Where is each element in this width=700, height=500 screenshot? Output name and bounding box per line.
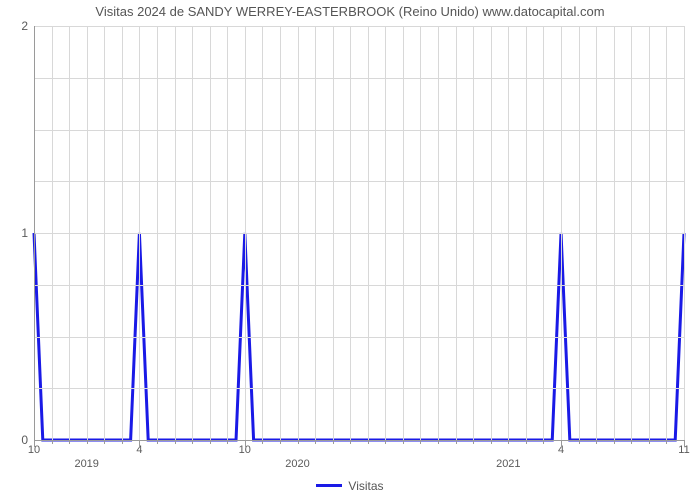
- gridline-vertical: [684, 26, 685, 440]
- gridline-vertical: [122, 26, 123, 440]
- x-tick-mark-minor: [596, 440, 597, 444]
- x-tick-mark-minor: [210, 440, 211, 444]
- legend-swatch: [316, 484, 342, 487]
- x-tick-mark-minor: [403, 440, 404, 444]
- gridline-vertical: [614, 26, 615, 440]
- gridline-vertical: [104, 26, 105, 440]
- x-tick-mark-major: [245, 440, 246, 447]
- gridline-vertical: [262, 26, 263, 440]
- gridline-vertical: [456, 26, 457, 440]
- gridline-vertical: [227, 26, 228, 440]
- gridline-horizontal-minor: [34, 130, 684, 131]
- gridline-vertical: [52, 26, 53, 440]
- x-tick-mark-minor: [157, 440, 158, 444]
- x-tick-mark-minor: [175, 440, 176, 444]
- x-tick-mark-minor: [52, 440, 53, 444]
- gridline-vertical: [333, 26, 334, 440]
- x-tick-mark-minor: [315, 440, 316, 444]
- gridline-horizontal: [34, 233, 684, 234]
- gridline-vertical: [350, 26, 351, 440]
- x-tick-mark-minor: [122, 440, 123, 444]
- gridline-vertical: [491, 26, 492, 440]
- gridline-vertical: [579, 26, 580, 440]
- gridline-vertical: [34, 26, 35, 440]
- x-tick-mark-minor: [368, 440, 369, 444]
- x-tick-mark-minor: [456, 440, 457, 444]
- legend-label: Visitas: [348, 479, 383, 493]
- x-tick-mark-minor: [526, 440, 527, 444]
- x-year-label: 2021: [496, 440, 520, 470]
- gridline-vertical: [245, 26, 246, 440]
- x-tick-mark-major: [684, 440, 685, 447]
- x-tick-mark-minor: [227, 440, 228, 444]
- x-tick-mark-minor: [420, 440, 421, 444]
- x-tick-mark-minor: [438, 440, 439, 444]
- gridline-vertical: [298, 26, 299, 440]
- gridline-vertical: [175, 26, 176, 440]
- x-year-label: 2019: [74, 440, 98, 470]
- chart-title: Visitas 2024 de SANDY WERREY-EASTERBROOK…: [0, 4, 700, 19]
- x-tick-mark-minor: [491, 440, 492, 444]
- gridline-vertical: [631, 26, 632, 440]
- y-tick-label: 1: [21, 226, 34, 240]
- gridline-vertical: [210, 26, 211, 440]
- gridline-vertical: [368, 26, 369, 440]
- x-tick-mark-minor: [614, 440, 615, 444]
- gridline-vertical: [543, 26, 544, 440]
- gridline-vertical: [438, 26, 439, 440]
- gridline-vertical: [69, 26, 70, 440]
- y-tick-label: 2: [21, 19, 34, 33]
- gridline-horizontal-minor: [34, 181, 684, 182]
- x-tick-mark-major: [139, 440, 140, 447]
- x-tick-mark-major: [34, 440, 35, 447]
- x-tick-mark-major: [561, 440, 562, 447]
- gridline-horizontal-minor: [34, 337, 684, 338]
- x-tick-mark-minor: [543, 440, 544, 444]
- gridline-vertical: [526, 26, 527, 440]
- gridline-vertical: [87, 26, 88, 440]
- gridline-vertical: [649, 26, 650, 440]
- x-tick-mark-minor: [631, 440, 632, 444]
- gridline-vertical: [596, 26, 597, 440]
- gridline-vertical: [666, 26, 667, 440]
- legend: Visitas: [0, 478, 700, 493]
- x-tick-mark-minor: [69, 440, 70, 444]
- gridline-horizontal-minor: [34, 285, 684, 286]
- gridline-vertical: [315, 26, 316, 440]
- gridline-horizontal: [34, 440, 684, 441]
- x-tick-mark-minor: [104, 440, 105, 444]
- gridline-vertical: [280, 26, 281, 440]
- x-tick-mark-minor: [192, 440, 193, 444]
- gridline-vertical: [192, 26, 193, 440]
- x-tick-mark-minor: [385, 440, 386, 444]
- gridline-horizontal-minor: [34, 78, 684, 79]
- x-tick-mark-minor: [666, 440, 667, 444]
- x-tick-mark-minor: [333, 440, 334, 444]
- x-tick-mark-minor: [280, 440, 281, 444]
- gridline-vertical: [157, 26, 158, 440]
- gridline-vertical: [420, 26, 421, 440]
- gridline-horizontal: [34, 26, 684, 27]
- x-tick-mark-minor: [579, 440, 580, 444]
- gridline-vertical: [385, 26, 386, 440]
- gridline-horizontal-minor: [34, 388, 684, 389]
- chart-container: Visitas 2024 de SANDY WERREY-EASTERBROOK…: [0, 0, 700, 500]
- x-tick-mark-minor: [350, 440, 351, 444]
- gridline-vertical: [139, 26, 140, 440]
- gridline-vertical: [473, 26, 474, 440]
- x-tick-mark-minor: [649, 440, 650, 444]
- x-year-label: 2020: [285, 440, 309, 470]
- gridline-vertical: [561, 26, 562, 440]
- gridline-vertical: [403, 26, 404, 440]
- x-tick-mark-minor: [473, 440, 474, 444]
- x-tick-mark-minor: [262, 440, 263, 444]
- gridline-vertical: [508, 26, 509, 440]
- plot-area: 01210410411201920202021: [34, 26, 684, 440]
